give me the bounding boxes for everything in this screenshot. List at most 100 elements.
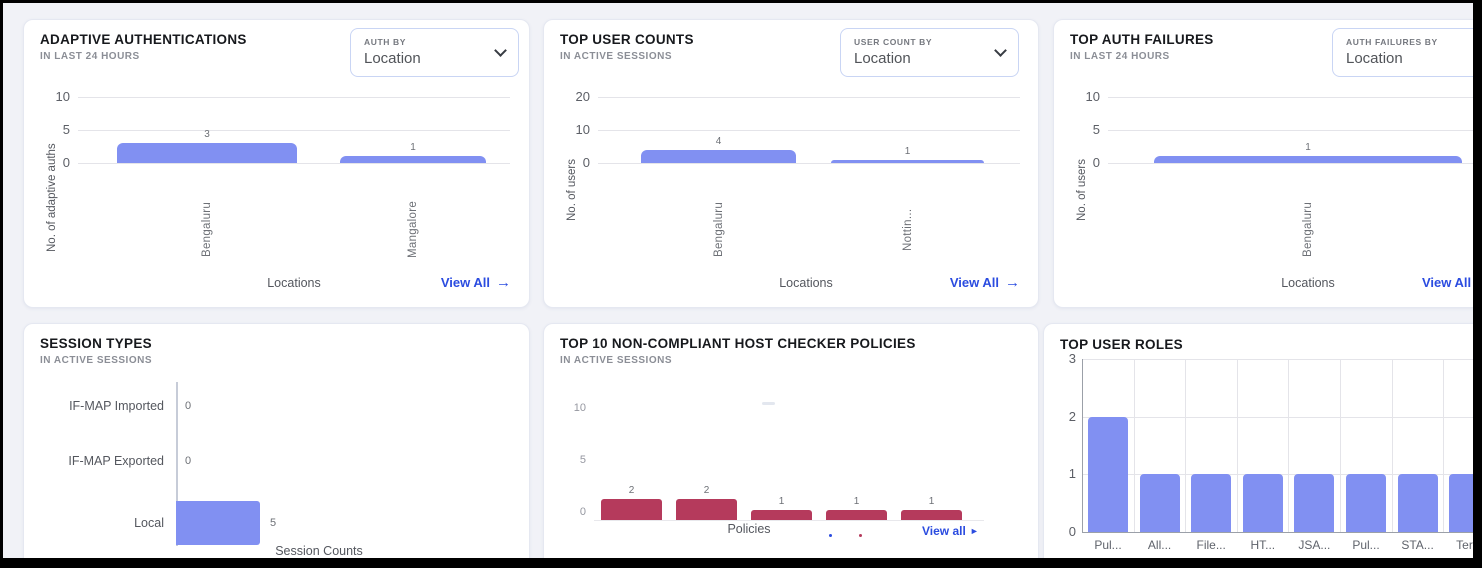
chart-bar [1191,474,1232,532]
view-all-link[interactable]: View All → [950,274,1020,291]
view-all-label: View All [440,275,490,290]
chart-bar [1294,474,1335,532]
chart-bar [641,150,796,163]
y-tick-label: 10 [1085,89,1100,104]
gridline [1108,97,1473,98]
y-axis-label: No. of adaptive auths [46,143,58,253]
x-axis-label: Locations [1281,276,1335,290]
dropdown-label: USER COUNT BY [854,36,933,47]
view-all-link[interactable]: View all ► [922,524,979,538]
card-title: TOP AUTH FAILURES [1070,32,1214,47]
auth-by-dropdown[interactable]: AUTH BY Location [350,28,519,77]
session-types-chart: IF-MAP Imported 0 IF-MAP Exported 0 Local 5 Se… [24,324,529,558]
card-subtitle: IN ACTIVE SESSIONS [560,355,672,366]
y-tick-label: 2 [1068,409,1076,424]
y-category-label: Local [134,516,164,530]
bar-value-label: 1 [410,142,416,153]
bar-value-label: 1 [904,146,911,157]
arrow-right-icon: → [496,274,511,291]
dropdown-text: USER COUNT BY Location [854,36,933,67]
gridline [1108,163,1473,164]
card-top-user-counts: TOP USER COUNTS IN ACTIVE SESSIONS USER … [543,19,1039,308]
card-title: SESSION TYPES [40,336,152,351]
chart-bar [1088,417,1128,532]
y-axis-label: No. of users [566,159,578,221]
arrow-right-icon: → [1005,274,1020,291]
y-tick-label: 10 [55,89,70,104]
x-category-label: All... [1147,538,1172,552]
x-axis-label: Policies [727,522,771,536]
x-category-label: Mangalore [407,200,419,259]
gridline [1082,359,1473,360]
card-top-auth-failures: TOP AUTH FAILURES IN LAST 24 HOURS AUTH … [1053,19,1473,308]
chart-bar [1242,474,1283,532]
legend-dot [859,534,862,537]
gridline-vertical [1443,359,1444,532]
gridline [598,130,1020,131]
card-subtitle: IN ACTIVE SESSIONS [40,355,152,366]
gridline [78,97,510,98]
chart-bar [676,499,737,520]
bar-value-label: 1 [928,496,935,507]
gridline-vertical [1340,359,1341,532]
gridline [1082,532,1473,533]
view-all-link[interactable]: View All → [1422,274,1473,291]
dropdown-label: AUTH FAILURES BY [1346,36,1438,47]
y-tick-label: 1 [1068,466,1076,481]
chart-bar [751,510,812,520]
dropdown-text: AUTH BY Location [364,37,421,67]
card-non-compliant-host-checker-policies: TOP 10 NON-COMPLIANT HOST CHECKER POLICI… [543,323,1039,558]
bar-value-label: 3 [204,129,210,140]
y-tick-label: 10 [573,402,586,414]
chart-bar [826,510,887,520]
y-tick-label: 10 [575,122,590,137]
top-user-roles-chart: 0 1 2 3 Pul... All... File... HT... JSA... Pul...… [1044,324,1473,558]
card-subtitle: IN LAST 24 HOURS [40,51,140,62]
legend-dot [829,534,832,537]
gridline [78,163,510,164]
x-category-label: Ter... [1456,538,1473,552]
view-all-link[interactable]: View All → [441,274,511,291]
view-all-label: View All [1422,275,1472,290]
x-category-label: Pul... [1352,538,1380,552]
chart-bar [901,510,962,520]
x-category-label: Bengaluru [1302,201,1314,258]
auth-failures-by-dropdown[interactable]: AUTH FAILURES BY Location [1332,28,1473,77]
non-compliant-policies-chart: 0 5 10 2 2 1 1 1 Policies [544,324,1038,558]
card-subtitle: IN LAST 24 HOURS [1070,51,1170,62]
y-tick-label: 3 [1068,351,1076,366]
gridline-vertical [1237,359,1238,532]
gridline [598,97,1020,98]
chart-bar [1139,474,1180,532]
y-tick-label: 20 [575,89,590,104]
bar-value-label: 1 [1305,142,1311,153]
chart-bar [176,501,260,545]
dropdown-value: Location [364,49,421,67]
y-category-label: IF-MAP Exported [68,454,164,468]
card-title: TOP 10 NON-COMPLIANT HOST CHECKER POLICI… [560,336,916,351]
y-tick-label: 0 [579,506,586,518]
bar-value-label: 0 [185,400,192,412]
card-session-types: SESSION TYPES IN ACTIVE SESSIONS IF-MAP … [23,323,530,558]
card-title: TOP USER COUNTS [560,32,694,47]
axis-line [176,382,178,546]
x-axis-label: Locations [267,276,321,290]
dropdown-value: Location [1346,49,1403,67]
gridline [598,163,1020,164]
chart-bar [117,143,297,163]
x-category-label: HT... [1250,538,1276,552]
user-count-by-dropdown[interactable]: USER COUNT BY Location [840,28,1019,77]
chart-bar [1397,474,1438,532]
card-title: TOP USER ROLES [1060,337,1183,352]
y-tick-label: 5 [62,122,70,137]
y-category-label: IF-MAP Imported [69,399,164,413]
x-category-label: JSA... [1298,538,1331,552]
chart-bar [1346,474,1386,532]
y-tick-label: 0 [582,155,590,170]
view-all-label: View All [949,275,999,290]
gridline-vertical [1082,359,1083,532]
x-axis-label: Session Counts [275,544,363,558]
bar-value-label: 4 [715,136,722,147]
bar-value-label: 0 [185,455,192,467]
chart-bar [1154,156,1462,163]
